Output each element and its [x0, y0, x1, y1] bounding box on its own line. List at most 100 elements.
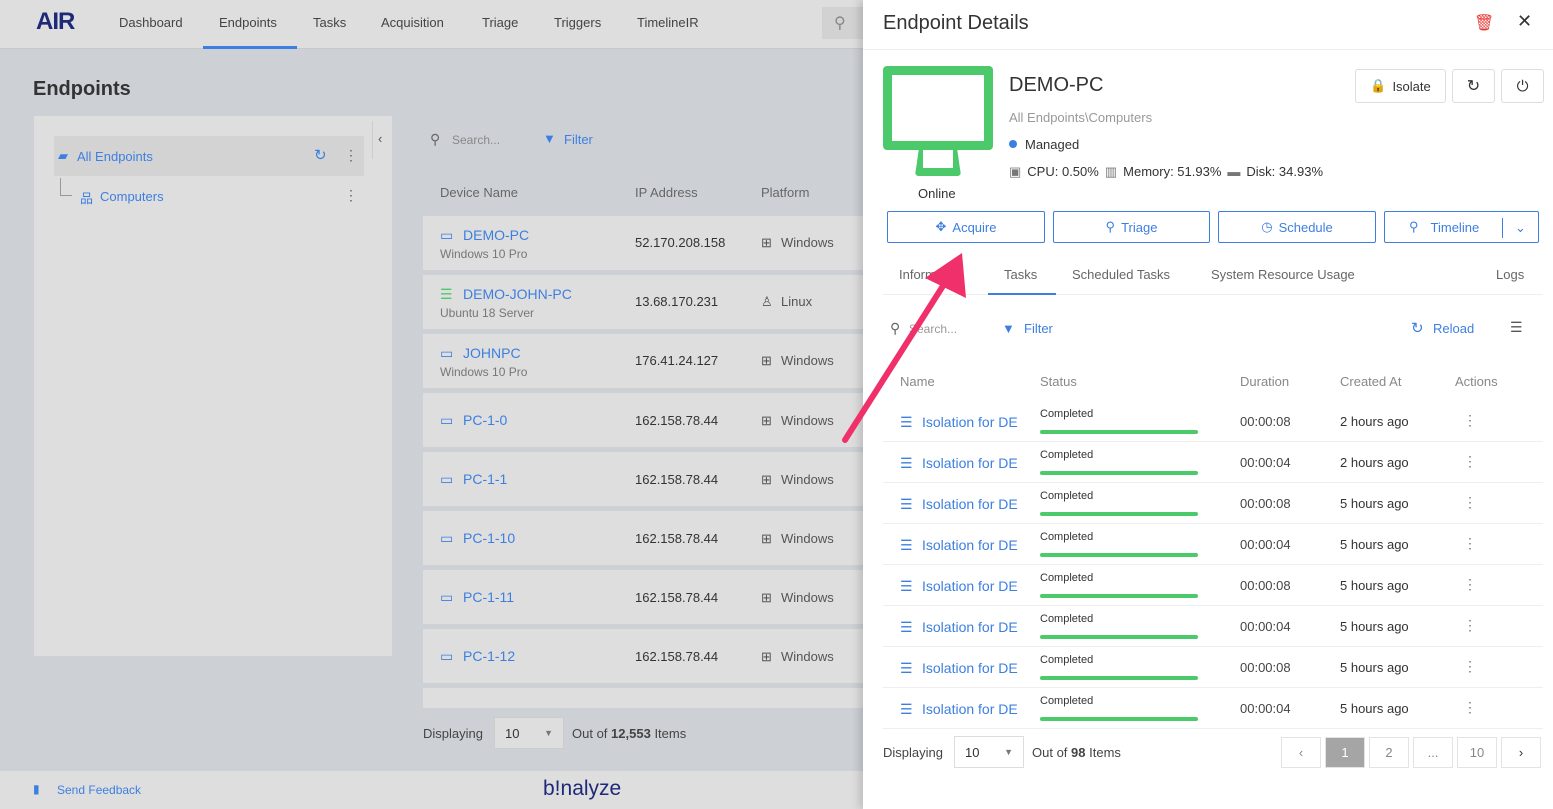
device-name-link[interactable]: JOHNPC — [463, 345, 521, 361]
delete-icon[interactable]: 🗑 — [1474, 15, 1495, 32]
task-actions-more-icon[interactable]: ⋮ — [1463, 494, 1477, 510]
refresh-button[interactable]: ↻ — [1452, 69, 1495, 103]
more-icon[interactable]: ⋮ — [344, 187, 358, 203]
task-created-at: 5 hours ago — [1340, 537, 1409, 552]
task-actions-more-icon[interactable]: ⋮ — [1463, 617, 1477, 633]
page-2-button[interactable]: 2 — [1369, 737, 1409, 768]
tasks-search-input[interactable]: Search... — [909, 322, 958, 336]
filter-icon[interactable]: ▼ — [543, 131, 556, 146]
table-row[interactable]: ▭ PC-1-0 162.158.78.44 ⊞ Windows — [423, 393, 863, 447]
tree-item-computers[interactable]: Computers — [100, 189, 164, 204]
task-actions-more-icon[interactable]: ⋮ — [1463, 412, 1477, 428]
tree-root-label: All Endpoints — [77, 149, 153, 164]
binalyze-logo: b!nalyze — [543, 777, 622, 800]
task-actions-more-icon[interactable]: ⋮ — [1463, 576, 1477, 592]
device-name-link[interactable]: PC-1-12 — [463, 648, 516, 664]
device-name-link[interactable]: PC-1-11 — [463, 589, 515, 605]
schedule-button[interactable]: ◷ Schedule — [1218, 211, 1376, 243]
nav-triage[interactable]: Triage — [482, 15, 519, 30]
device-name-link[interactable]: DEMO-JOHN-PC — [463, 286, 572, 302]
columns-list-icon[interactable]: ☰ — [1510, 319, 1523, 335]
tab-information[interactable]: Information — [899, 267, 965, 282]
column-header-duration[interactable]: Duration — [1240, 374, 1290, 389]
tab-logs[interactable]: Logs — [1496, 267, 1525, 282]
task-name-link[interactable]: Isolation for DE — [922, 578, 1018, 594]
column-header-platform[interactable]: Platform — [761, 185, 810, 200]
column-header-status[interactable]: Status — [1040, 374, 1077, 389]
task-row[interactable]: ☰ Isolation for DE Completed 00:00:08 2 … — [883, 401, 1543, 442]
page-size-select[interactable]: 10 ▼ — [494, 717, 564, 749]
column-header-name[interactable]: Name — [900, 374, 935, 389]
table-row[interactable]: ▭ PC-1-12 162.158.78.44 ⊞ Windows — [423, 629, 863, 683]
task-row[interactable]: ☰ Isolation for DE Completed 00:00:04 5 … — [883, 606, 1543, 647]
task-name-link[interactable]: Isolation for DE — [922, 537, 1018, 553]
table-row[interactable]: ▭ JOHNPC Windows 10 Pro 176.41.24.127 ⊞ … — [423, 334, 863, 388]
triage-button[interactable]: ⚲ Triage — [1053, 211, 1210, 243]
task-name-link[interactable]: Isolation for DE — [922, 701, 1018, 717]
nav-endpoints[interactable]: Endpoints — [219, 15, 277, 30]
task-row[interactable]: ☰ Isolation for DE Completed 00:00:08 5 … — [883, 647, 1543, 688]
table-row[interactable]: ▭ PC-1-1 162.158.78.44 ⊞ Windows — [423, 452, 863, 506]
tree-item-all-endpoints[interactable]: ▰ All Endpoints ↻ ⋮ — [54, 136, 364, 176]
nav-acquisition[interactable]: Acquisition — [381, 15, 444, 30]
task-name-link[interactable]: Isolation for DE — [922, 455, 1018, 471]
page-1-button[interactable]: 1 — [1325, 737, 1365, 768]
tab-tasks[interactable]: Tasks — [1004, 267, 1038, 282]
device-name-link[interactable]: DEMO-PC — [463, 227, 530, 243]
column-header-ip[interactable]: IP Address — [635, 185, 698, 200]
send-feedback-link[interactable]: Send Feedback — [57, 783, 142, 797]
task-name-link[interactable]: Isolation for DE — [922, 496, 1018, 512]
task-actions-more-icon[interactable]: ⋮ — [1463, 453, 1477, 469]
list-search-input[interactable]: Search... — [452, 133, 501, 147]
acquire-icon: ✥ — [935, 219, 947, 234]
task-actions-more-icon[interactable]: ⋮ — [1463, 535, 1477, 551]
reload-button[interactable]: Reload — [1433, 321, 1475, 336]
task-row[interactable]: ☰ Isolation for DE Completed 00:00:04 5 … — [883, 524, 1543, 565]
table-row[interactable]: ▭ PC-1-10 162.158.78.44 ⊞ Windows — [423, 511, 863, 565]
tasks-filter-button[interactable]: Filter — [1024, 321, 1053, 336]
table-row[interactable]: ▭ PC-1-11 162.158.78.44 ⊞ Windows — [423, 570, 863, 624]
refresh-icon[interactable]: ↻ — [314, 147, 327, 164]
nav-timelineir[interactable]: TimelineIR — [637, 15, 699, 30]
nav-tasks[interactable]: Tasks — [313, 15, 347, 30]
close-icon[interactable]: ✕ — [1517, 11, 1533, 31]
task-actions-more-icon[interactable]: ⋮ — [1463, 699, 1477, 715]
device-name-link[interactable]: PC-1-10 — [463, 530, 516, 546]
task-name-link[interactable]: Isolation for DE — [922, 619, 1018, 635]
isolate-button[interactable]: 🔒 Isolate — [1355, 69, 1446, 103]
collapse-chevron-icon[interactable]: ‹ — [372, 121, 392, 159]
list-filter-button[interactable]: Filter — [564, 132, 593, 147]
power-button[interactable]: ⏻ — [1501, 69, 1544, 103]
filter-icon[interactable]: ▼ — [1002, 321, 1015, 336]
device-name-link[interactable]: PC-1-1 — [463, 471, 508, 487]
task-actions-more-icon[interactable]: ⋮ — [1463, 658, 1477, 674]
column-header-created-at[interactable]: Created At — [1340, 374, 1402, 389]
page-size-select[interactable]: 10 ▼ — [954, 736, 1024, 768]
reload-icon[interactable]: ↻ — [1411, 320, 1424, 337]
tab-scheduled-tasks[interactable]: Scheduled Tasks — [1072, 267, 1171, 282]
nav-triggers[interactable]: Triggers — [554, 15, 602, 30]
task-name-link[interactable]: Isolation for DE — [922, 660, 1018, 676]
device-name-link[interactable]: PC-1-0 — [463, 412, 508, 428]
chevron-down-icon[interactable]: ⌄ — [1502, 218, 1538, 238]
more-icon[interactable]: ⋮ — [344, 147, 358, 163]
next-page-button[interactable]: › — [1501, 737, 1541, 768]
column-header-device-name[interactable]: Device Name — [440, 185, 519, 200]
table-row[interactable]: ▭ DEMO-PC Windows 10 Pro 52.170.208.158 … — [423, 216, 863, 270]
out-of-label: Out of — [572, 726, 608, 741]
table-row[interactable]: ☰ DEMO-JOHN-PC Ubuntu 18 Server 13.68.17… — [423, 275, 863, 329]
task-row[interactable]: ☰ Isolation for DE Completed 00:00:04 5 … — [883, 688, 1543, 729]
prev-page-button[interactable]: ‹ — [1281, 737, 1321, 768]
tab-system-resource-usage[interactable]: System Resource Usage — [1211, 267, 1355, 282]
page-10-button[interactable]: 10 — [1457, 737, 1497, 768]
task-name-link[interactable]: Isolation for DE — [922, 414, 1018, 430]
nav-dashboard[interactable]: Dashboard — [119, 15, 183, 30]
task-row[interactable]: ☰ Isolation for DE Completed 00:00:08 5 … — [883, 483, 1543, 524]
task-row[interactable]: ☰ Isolation for DE Completed 00:00:08 5 … — [883, 565, 1543, 606]
device-path: All Endpoints\Computers — [1009, 110, 1153, 125]
timeline-button[interactable]: ⚲ Timeline ⌄ — [1384, 211, 1539, 243]
air-logo[interactable]: AIR — [36, 8, 75, 35]
task-row[interactable]: ☰ Isolation for DE Completed 00:00:04 2 … — [883, 442, 1543, 483]
search-icon[interactable]: ⚲ — [822, 7, 863, 39]
acquire-button[interactable]: ✥ Acquire — [887, 211, 1045, 243]
